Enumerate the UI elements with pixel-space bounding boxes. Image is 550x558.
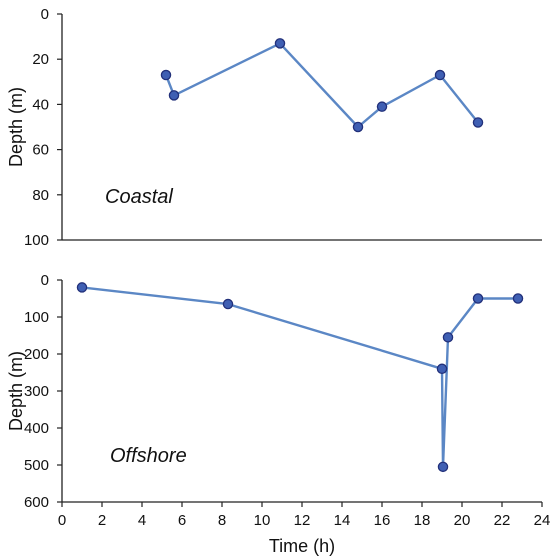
y-tick-label: 400 (24, 420, 49, 437)
y-tick-label: 200 (24, 346, 49, 363)
data-point (168, 90, 180, 101)
y-tick-label: 300 (24, 383, 49, 400)
y-tick-label: 80 (32, 187, 49, 204)
data-point (512, 293, 524, 304)
data-point (472, 293, 484, 304)
x-tick-label: 2 (98, 512, 106, 529)
data-point (274, 38, 286, 49)
x-axis-title: Time (h) (269, 536, 335, 556)
x-tick-label: 24 (534, 512, 550, 529)
x-tick-label: 4 (138, 512, 146, 529)
x-tick-label: 8 (218, 512, 226, 529)
y-tick-label: 600 (24, 494, 49, 511)
x-tick-label: 12 (294, 512, 311, 529)
series-line (81, 286, 518, 469)
y-tick-label: 0 (41, 272, 49, 289)
x-tick-label: 22 (494, 512, 511, 529)
y-tick-label: 40 (32, 96, 49, 113)
y-tick-label: 0 (41, 6, 49, 23)
x-tick-label: 14 (334, 512, 351, 529)
data-point (160, 69, 172, 81)
y-tick-label: 60 (32, 142, 49, 159)
y-tick-label: 20 (32, 51, 49, 68)
y-axis-title: Depth (m) (6, 87, 26, 167)
y-tick-label: 500 (24, 457, 49, 474)
x-tick-label: 6 (178, 512, 186, 529)
data-point (472, 117, 484, 128)
x-tick-label: 20 (454, 512, 471, 529)
x-tick-label: 10 (254, 512, 271, 529)
y-tick-label: 100 (24, 309, 49, 326)
data-point (352, 121, 364, 133)
data-point (436, 363, 448, 375)
panel-annotation: Coastal (105, 186, 173, 208)
data-point (222, 298, 234, 310)
y-tick-label: 100 (24, 232, 49, 249)
panel-annotation: Offshore (110, 445, 187, 467)
x-tick-label: 0 (58, 512, 66, 529)
y-axis-title: Depth (m) (6, 351, 26, 431)
data-point (437, 461, 449, 473)
data-point (442, 332, 454, 343)
data-point (434, 69, 446, 81)
x-tick-label: 18 (414, 512, 431, 529)
data-point (76, 282, 88, 293)
coastal-panel: 0 20 40 60 80 100 Depth (m) Coastal (6, 6, 542, 249)
series-line (164, 42, 479, 129)
data-point (376, 101, 388, 112)
x-tick-label: 16 (374, 512, 391, 529)
